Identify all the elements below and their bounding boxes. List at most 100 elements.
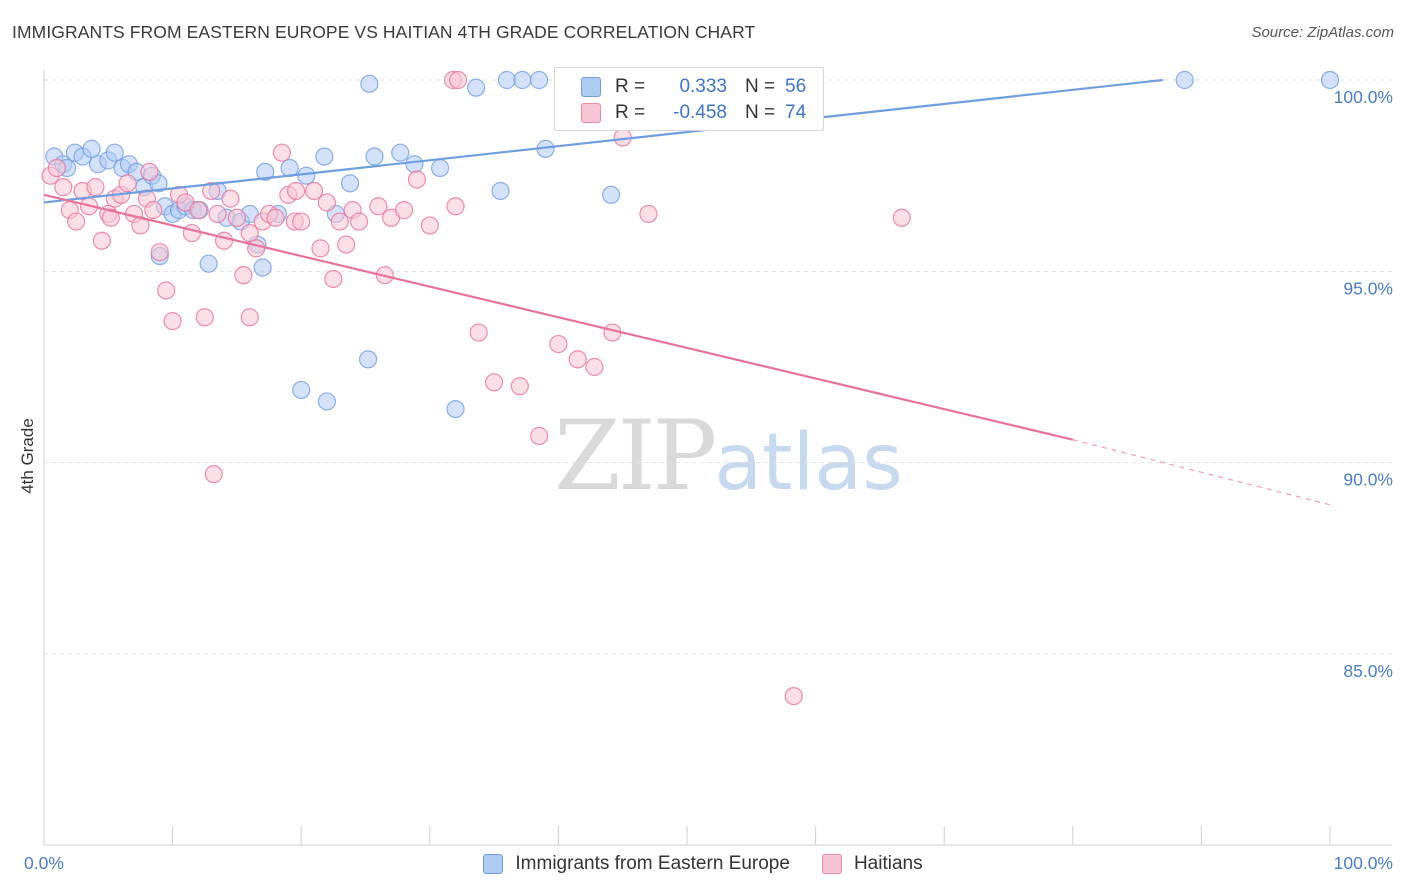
point-haitians bbox=[530, 426, 549, 445]
legend-r-value: -0.458 bbox=[673, 102, 727, 123]
point-eastern-europe bbox=[466, 78, 486, 97]
legend-swatch-blue bbox=[581, 77, 601, 97]
point-eastern-europe bbox=[358, 350, 378, 369]
point-haitians bbox=[324, 269, 343, 289]
point-haitians bbox=[892, 208, 911, 227]
point-haitians bbox=[118, 174, 137, 193]
point-haitians bbox=[247, 239, 266, 258]
series-legend: Immigrants from Eastern Europe Haitians bbox=[0, 853, 1406, 875]
legend-r-value: 0.333 bbox=[679, 76, 727, 97]
point-eastern-europe bbox=[405, 155, 424, 174]
y-tick-label: 90.0% bbox=[1343, 470, 1393, 490]
point-haitians bbox=[54, 178, 73, 197]
legend-swatch-pink bbox=[821, 854, 842, 874]
point-eastern-europe bbox=[199, 254, 218, 273]
point-haitians bbox=[214, 231, 234, 250]
point-haitians bbox=[330, 212, 349, 231]
point-haitians bbox=[420, 216, 439, 235]
point-haitians bbox=[189, 201, 208, 220]
point-haitians bbox=[469, 323, 488, 342]
point-eastern-europe bbox=[491, 181, 510, 201]
y-tick-label: 100.0% bbox=[1334, 87, 1393, 107]
legend-swatch-pink bbox=[581, 103, 601, 123]
point-haitians bbox=[240, 223, 259, 243]
point-eastern-europe bbox=[292, 380, 311, 400]
point-haitians bbox=[47, 158, 66, 178]
point-eastern-europe bbox=[365, 147, 384, 166]
point-haitians bbox=[150, 243, 169, 262]
legend-row-haitians: R = -0.458 N = 74 bbox=[581, 101, 806, 125]
legend-n-value: 56 bbox=[785, 76, 807, 97]
point-haitians bbox=[369, 197, 388, 216]
point-eastern-europe bbox=[530, 70, 549, 90]
legend-label-haitians: Haitians bbox=[853, 853, 923, 874]
chart-title: IMMIGRANTS FROM EASTERN EUROPE VS HAITIA… bbox=[12, 22, 756, 42]
point-eastern-europe bbox=[297, 166, 316, 185]
point-haitians bbox=[292, 212, 311, 231]
legend-swatch-blue bbox=[483, 854, 504, 874]
x-tick-label: 100.0% bbox=[1334, 853, 1393, 873]
point-haitians bbox=[92, 231, 111, 250]
point-haitians bbox=[140, 162, 159, 181]
point-haitians bbox=[86, 178, 105, 197]
point-haitians bbox=[407, 170, 427, 189]
point-eastern-europe bbox=[513, 70, 532, 90]
y-tick-label: 95.0% bbox=[1343, 278, 1393, 298]
point-haitians bbox=[182, 223, 201, 243]
point-haitians bbox=[240, 308, 259, 327]
point-haitians bbox=[195, 308, 214, 327]
point-haitians bbox=[144, 201, 163, 220]
point-haitians bbox=[221, 189, 240, 208]
point-eastern-europe bbox=[446, 399, 465, 419]
point-eastern-europe bbox=[256, 162, 275, 181]
point-haitians bbox=[157, 281, 176, 300]
point-haitians bbox=[317, 193, 337, 212]
point-haitians bbox=[272, 143, 292, 162]
point-haitians bbox=[568, 350, 587, 369]
point-eastern-europe bbox=[360, 74, 379, 93]
legend-n-value: 74 bbox=[785, 102, 807, 123]
point-haitians bbox=[266, 208, 285, 227]
chart-source: Source: ZipAtlas.com bbox=[1251, 24, 1394, 41]
legend-label-eastern-europe: Immigrants from Eastern Europe bbox=[515, 853, 790, 874]
point-eastern-europe bbox=[1320, 70, 1340, 90]
point-eastern-europe bbox=[82, 139, 101, 158]
point-haitians bbox=[304, 181, 324, 201]
point-haitians bbox=[549, 334, 568, 354]
point-haitians bbox=[208, 204, 227, 224]
point-haitians bbox=[446, 197, 465, 216]
legend-item-haitians: Haitians bbox=[821, 853, 923, 875]
point-eastern-europe bbox=[317, 392, 337, 411]
point-haitians bbox=[227, 208, 246, 227]
point-eastern-europe bbox=[340, 174, 360, 193]
legend-r-label: R = bbox=[615, 76, 646, 97]
point-eastern-europe bbox=[497, 70, 517, 90]
point-haitians bbox=[448, 70, 468, 90]
trendline-eastern-europe bbox=[43, 78, 1163, 204]
point-haitians bbox=[349, 212, 369, 231]
point-haitians bbox=[585, 357, 604, 377]
legend-n-label: N = bbox=[745, 76, 776, 97]
point-haitians bbox=[337, 235, 356, 254]
point-haitians bbox=[311, 239, 330, 258]
point-eastern-europe bbox=[253, 258, 272, 277]
y-tick-label: 85.0% bbox=[1343, 661, 1393, 681]
legend-n-label: N = bbox=[745, 102, 776, 123]
point-eastern-europe bbox=[391, 143, 410, 162]
point-eastern-europe bbox=[430, 158, 450, 178]
trendline-haitians bbox=[43, 193, 1074, 441]
trendline-haitians-extension bbox=[1072, 439, 1331, 506]
point-haitians bbox=[234, 266, 253, 285]
point-haitians bbox=[639, 204, 658, 224]
legend-row-eastern-europe: R = 0.333 N = 56 bbox=[581, 75, 806, 99]
point-haitians bbox=[67, 212, 86, 231]
point-eastern-europe bbox=[602, 185, 621, 204]
point-haitians bbox=[202, 181, 221, 201]
point-haitians bbox=[784, 686, 803, 706]
point-haitians bbox=[485, 373, 504, 392]
x-tick-label: 0.0% bbox=[24, 853, 64, 873]
point-eastern-europe bbox=[105, 143, 124, 162]
legend-r-label: R = bbox=[615, 102, 646, 123]
point-haitians bbox=[286, 181, 306, 201]
